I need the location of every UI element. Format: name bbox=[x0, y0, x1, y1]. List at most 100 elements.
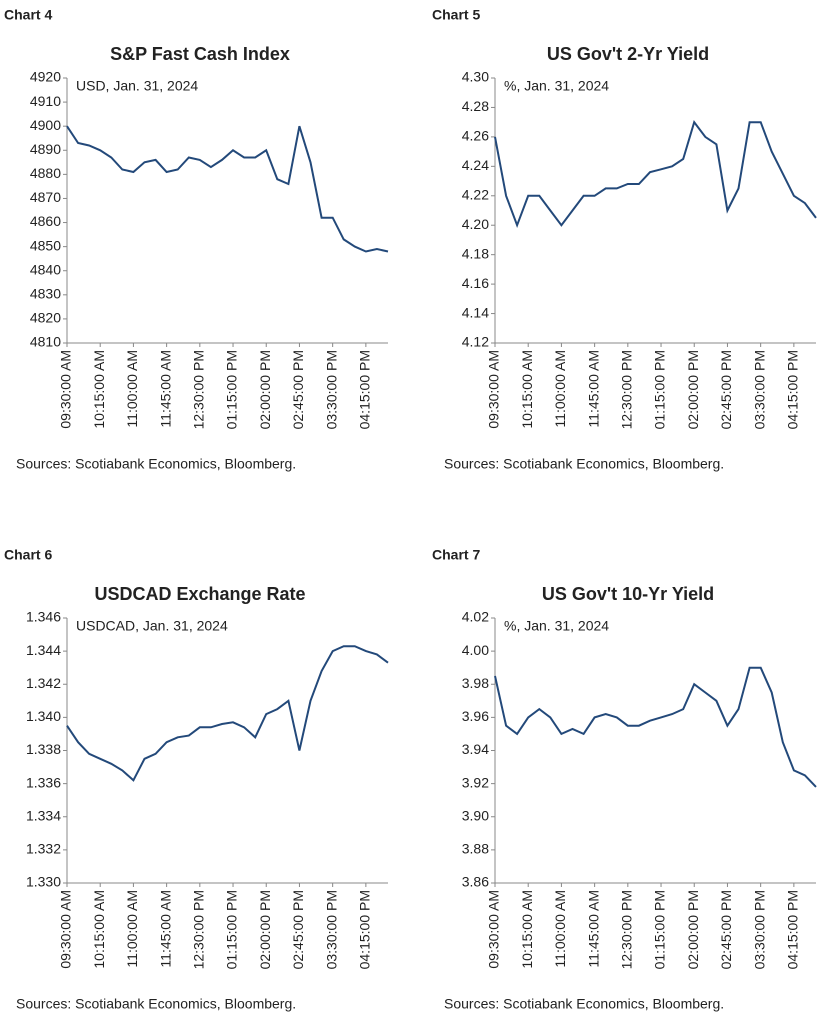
data-line bbox=[66, 125, 389, 253]
x-tick-label: 04:15:00 PM bbox=[785, 890, 801, 969]
y-tick-label: 1.338 bbox=[26, 741, 61, 757]
x-tick-label: 10:15:00 AM bbox=[91, 350, 107, 429]
x-tick-label: 02:00:00 PM bbox=[685, 350, 701, 429]
y-tick-label: 4810 bbox=[30, 334, 61, 350]
chart-title: S&P Fast Cash Index bbox=[110, 44, 290, 64]
x-tick-label: 09:30:00 AM bbox=[486, 350, 502, 429]
x-tick-label: 02:45:00 PM bbox=[290, 350, 306, 429]
chart-subtitle: %, Jan. 31, 2024 bbox=[504, 618, 609, 634]
chart-source: Sources: Scotiabank Economics, Bloomberg… bbox=[16, 996, 296, 1012]
x-tick-label: 01:15:00 PM bbox=[224, 890, 240, 969]
x-tick-label: 04:15:00 PM bbox=[785, 350, 801, 429]
y-tick-label: 3.96 bbox=[462, 708, 489, 724]
x-tick-label: 10:15:00 AM bbox=[519, 350, 535, 429]
x-tick-label: 09:30:00 AM bbox=[58, 350, 74, 429]
x-tick-label: 09:30:00 AM bbox=[486, 890, 502, 969]
x-tick-label: 12:30:00 PM bbox=[191, 350, 207, 429]
y-tick-label: 4.00 bbox=[462, 642, 489, 658]
y-tick-label: 4.02 bbox=[462, 609, 489, 625]
data-line bbox=[494, 666, 817, 788]
y-tick-label: 1.332 bbox=[26, 841, 61, 857]
y-tick-label: 4840 bbox=[30, 261, 61, 277]
x-tick-label: 03:30:00 PM bbox=[323, 890, 339, 969]
y-tick-label: 4.28 bbox=[462, 98, 489, 114]
chart-label: Chart 6 bbox=[4, 547, 52, 563]
chart-panel: Chart 6 USDCAD Exchange Rate 1.330 1.332 1.3… bbox=[4, 547, 389, 1012]
y-tick-label: 1.346 bbox=[26, 609, 61, 625]
y-tick-label: 1.334 bbox=[26, 807, 61, 823]
x-tick-label: 02:00:00 PM bbox=[257, 890, 273, 969]
x-tick-label: 03:30:00 PM bbox=[323, 350, 339, 429]
y-tick-label: 1.330 bbox=[26, 874, 61, 890]
x-tick-label: 01:15:00 PM bbox=[224, 350, 240, 429]
x-tick-label: 09:30:00 AM bbox=[58, 890, 74, 969]
x-tick-label: 02:45:00 PM bbox=[718, 890, 734, 969]
x-tick-label: 03:30:00 PM bbox=[751, 890, 767, 969]
x-tick-label: 11:45:00 AM bbox=[157, 350, 173, 428]
chart-label: Chart 4 bbox=[4, 7, 52, 23]
x-tick-label: 11:45:00 AM bbox=[157, 890, 173, 968]
y-tick-label: 4.18 bbox=[462, 245, 489, 261]
y-tick-label: 4850 bbox=[30, 237, 61, 253]
y-tick-label: 4880 bbox=[30, 165, 61, 181]
y-tick-label: 4890 bbox=[30, 141, 61, 157]
y-tick-label: 3.92 bbox=[462, 774, 489, 790]
chart-subtitle: USDCAD, Jan. 31, 2024 bbox=[76, 618, 228, 634]
chart-panel: Chart 7 US Gov't 10-Yr Yield 3.86 3.88 3.90 3… bbox=[432, 547, 817, 1012]
y-tick-label: 4.16 bbox=[462, 275, 489, 291]
x-tick-label: 11:45:00 AM bbox=[585, 890, 601, 968]
x-tick-label: 11:00:00 AM bbox=[124, 350, 140, 428]
x-tick-label: 12:30:00 PM bbox=[619, 350, 635, 429]
y-tick-label: 4.24 bbox=[462, 157, 489, 173]
chart-label: Chart 7 bbox=[432, 547, 480, 563]
y-tick-label: 4900 bbox=[30, 117, 61, 133]
data-line bbox=[66, 645, 389, 782]
x-tick-label: 01:15:00 PM bbox=[652, 890, 668, 969]
x-tick-label: 02:00:00 PM bbox=[685, 890, 701, 969]
x-tick-label: 04:15:00 PM bbox=[357, 350, 373, 429]
x-tick-label: 02:00:00 PM bbox=[257, 350, 273, 429]
y-tick-label: 3.86 bbox=[462, 874, 489, 890]
x-tick-label: 12:30:00 PM bbox=[191, 890, 207, 969]
y-tick-label: 4910 bbox=[30, 93, 61, 109]
y-tick-label: 4.26 bbox=[462, 128, 489, 144]
y-tick-label: 1.336 bbox=[26, 774, 61, 790]
chart-subtitle: %, Jan. 31, 2024 bbox=[504, 78, 609, 94]
x-tick-label: 04:15:00 PM bbox=[357, 890, 373, 969]
y-tick-label: 3.88 bbox=[462, 841, 489, 857]
x-tick-label: 02:45:00 PM bbox=[290, 890, 306, 969]
x-tick-label: 02:45:00 PM bbox=[718, 350, 734, 429]
y-tick-label: 4.14 bbox=[462, 304, 489, 320]
chart-title: US Gov't 10-Yr Yield bbox=[542, 584, 714, 604]
y-tick-label: 4830 bbox=[30, 286, 61, 302]
chart-source: Sources: Scotiabank Economics, Bloomberg… bbox=[444, 456, 724, 472]
x-tick-label: 12:30:00 PM bbox=[619, 890, 635, 969]
chart-subtitle: USD, Jan. 31, 2024 bbox=[76, 78, 198, 94]
y-tick-label: 1.342 bbox=[26, 675, 61, 691]
chart-panel: Chart 4 S&P Fast Cash Index 4810 4820 4830 48… bbox=[4, 7, 389, 472]
y-tick-label: 3.94 bbox=[462, 741, 489, 757]
chart-panel: Chart 5 US Gov't 2-Yr Yield 4.12 4.14 4.16 4.… bbox=[432, 7, 817, 472]
y-tick-label: 3.90 bbox=[462, 807, 489, 823]
x-tick-label: 11:45:00 AM bbox=[585, 350, 601, 428]
chart-source: Sources: Scotiabank Economics, Bloomberg… bbox=[444, 996, 724, 1012]
chart-source: Sources: Scotiabank Economics, Bloomberg… bbox=[16, 456, 296, 472]
x-tick-label: 10:15:00 AM bbox=[91, 890, 107, 969]
y-tick-label: 4.30 bbox=[462, 69, 489, 85]
y-tick-label: 4.12 bbox=[462, 334, 489, 350]
chart-title: USDCAD Exchange Rate bbox=[94, 584, 305, 604]
y-tick-label: 4.22 bbox=[462, 186, 489, 202]
y-tick-label: 3.98 bbox=[462, 675, 489, 691]
x-tick-label: 03:30:00 PM bbox=[751, 350, 767, 429]
x-tick-label: 11:00:00 AM bbox=[552, 890, 568, 968]
data-line bbox=[494, 120, 817, 229]
y-tick-label: 4.20 bbox=[462, 216, 489, 232]
y-tick-label: 1.340 bbox=[26, 708, 61, 724]
x-tick-label: 10:15:00 AM bbox=[519, 890, 535, 969]
chart-title: US Gov't 2-Yr Yield bbox=[547, 44, 709, 64]
y-tick-label: 1.344 bbox=[26, 642, 61, 658]
y-tick-label: 4820 bbox=[30, 310, 61, 326]
y-tick-label: 4870 bbox=[30, 189, 61, 205]
x-tick-label: 11:00:00 AM bbox=[552, 350, 568, 428]
